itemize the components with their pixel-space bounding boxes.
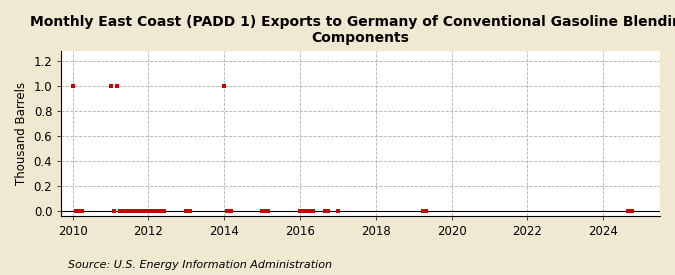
Point	[140, 209, 151, 213]
Point	[74, 209, 84, 213]
Point	[68, 83, 78, 88]
Point	[111, 83, 122, 88]
Point	[320, 209, 331, 213]
Point	[418, 209, 429, 213]
Point	[304, 209, 315, 213]
Point	[323, 209, 334, 213]
Point	[137, 209, 148, 213]
Point	[121, 209, 132, 213]
Point	[156, 209, 167, 213]
Point	[105, 83, 116, 88]
Y-axis label: Thousand Barrels: Thousand Barrels	[15, 82, 28, 185]
Point	[128, 209, 138, 213]
Point	[256, 209, 267, 213]
Point	[263, 209, 274, 213]
Point	[298, 209, 308, 213]
Point	[159, 209, 169, 213]
Point	[77, 209, 88, 213]
Point	[260, 209, 271, 213]
Point	[153, 209, 163, 213]
Point	[115, 209, 126, 213]
Point	[295, 209, 306, 213]
Point	[149, 209, 160, 213]
Point	[146, 209, 157, 213]
Point	[134, 209, 144, 213]
Point	[222, 209, 233, 213]
Point	[301, 209, 312, 213]
Point	[130, 209, 141, 213]
Point	[184, 209, 195, 213]
Point	[124, 209, 135, 213]
Point	[623, 209, 634, 213]
Point	[626, 209, 637, 213]
Title: Monthly East Coast (PADD 1) Exports to Germany of Conventional Gasoline Blending: Monthly East Coast (PADD 1) Exports to G…	[30, 15, 675, 45]
Point	[307, 209, 318, 213]
Text: Source: U.S. Energy Information Administration: Source: U.S. Energy Information Administ…	[68, 260, 331, 270]
Point	[333, 209, 344, 213]
Point	[70, 209, 81, 213]
Point	[118, 209, 129, 213]
Point	[225, 209, 236, 213]
Point	[109, 209, 119, 213]
Point	[421, 209, 432, 213]
Point	[143, 209, 154, 213]
Point	[181, 209, 192, 213]
Point	[219, 83, 230, 88]
